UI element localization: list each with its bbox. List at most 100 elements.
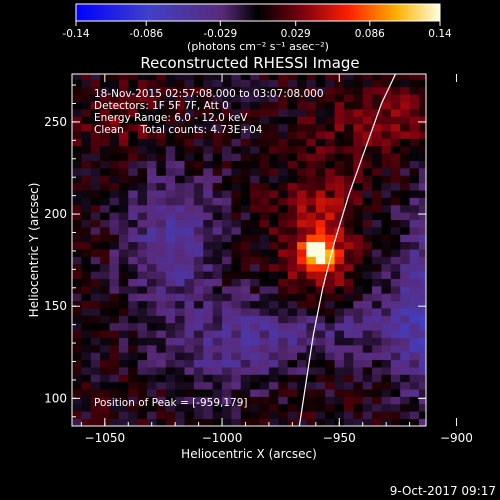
heatmap-cell <box>400 74 410 80</box>
heatmap-cell <box>268 418 279 426</box>
heatmap-cell <box>250 204 260 213</box>
heatmap-cell <box>81 101 92 110</box>
heatmap-cell <box>231 418 242 426</box>
heatmap-cell <box>278 403 289 412</box>
heatmap-cell <box>334 396 345 405</box>
heatmap-cell <box>372 116 382 125</box>
heatmap-cell <box>175 285 185 294</box>
heatmap-cell <box>259 123 270 132</box>
heatmap-cell <box>278 94 289 103</box>
heatmap-cell <box>193 109 204 117</box>
heatmap-cell <box>259 109 270 117</box>
heatmap-cell <box>250 131 260 139</box>
heatmap-cell <box>325 271 335 279</box>
heatmap-cell <box>334 256 345 265</box>
heatmap-cell <box>193 145 204 154</box>
heatmap-cell <box>400 249 410 257</box>
heatmap-cell <box>250 271 260 279</box>
heatmap-cell <box>165 116 176 125</box>
heatmap-cell <box>315 344 326 353</box>
heatmap-cell <box>362 212 373 220</box>
heatmap-cell <box>334 190 345 198</box>
heatmap-cell <box>184 249 195 257</box>
heatmap-cell <box>231 116 242 125</box>
heatmap-cell <box>118 411 129 420</box>
heatmap-cell <box>390 337 401 346</box>
heatmap-cell <box>156 241 167 250</box>
heatmap-cell <box>400 374 410 383</box>
heatmap-cell <box>250 337 260 346</box>
heatmap-cell <box>203 101 214 110</box>
heatmap-cell <box>297 411 307 420</box>
heatmap-cell <box>212 116 223 125</box>
heatmap-cell <box>240 94 251 103</box>
heatmap-cell <box>137 396 148 405</box>
heatmap-cell <box>203 359 214 368</box>
heatmap-cell <box>193 367 204 375</box>
heatmap-cell <box>222 123 232 132</box>
heatmap-cell <box>147 182 157 191</box>
heatmap-cell <box>390 293 401 302</box>
heatmap-cell <box>418 226 426 235</box>
heatmap-cell <box>362 153 373 162</box>
heatmap-cell <box>184 300 195 309</box>
heatmap-cell <box>278 293 289 302</box>
heatmap-cell <box>81 86 92 95</box>
heatmap-cell <box>109 145 120 154</box>
heatmap-cell <box>90 241 101 250</box>
heatmap-cell <box>306 367 317 375</box>
heatmap-cell <box>128 79 139 88</box>
heatmap-cell <box>343 219 354 228</box>
heatmap-cell <box>118 131 129 139</box>
heatmap-cell <box>325 403 335 412</box>
heatmap-cell <box>81 79 92 88</box>
heatmap-cell <box>250 145 260 154</box>
heatmap-cell <box>325 300 335 309</box>
heatmap-cell <box>325 330 335 338</box>
heatmap-cell <box>156 249 167 257</box>
heatmap-cell <box>400 256 410 265</box>
heatmap-cell <box>72 359 82 368</box>
heatmap-cell <box>315 167 326 176</box>
heatmap-cell <box>315 285 326 294</box>
heatmap-cell <box>128 160 139 169</box>
heatmap-cell <box>156 293 167 302</box>
heatmap-cell <box>362 271 373 279</box>
heatmap-cell <box>325 79 335 88</box>
heatmap-cell <box>212 234 223 243</box>
heatmap-cell <box>128 109 139 117</box>
heatmap-cell <box>390 167 401 176</box>
heatmap-cell <box>259 352 270 361</box>
heatmap-cell <box>203 389 214 397</box>
heatmap-cell <box>418 160 426 169</box>
info-detectors: Detectors: 1F 5F 7F, Att 0 <box>94 100 229 112</box>
heatmap-cell <box>175 234 185 243</box>
heatmap-cell <box>109 212 120 220</box>
heatmap-cell <box>184 367 195 375</box>
heatmap-cell <box>297 204 307 213</box>
heatmap-cell <box>297 271 307 279</box>
heatmap-cell <box>362 403 373 412</box>
heatmap-cell <box>306 190 317 198</box>
heatmap-cell <box>268 241 279 250</box>
heatmap-cell <box>175 109 185 117</box>
heatmap-cell <box>372 403 382 412</box>
heatmap-cell <box>306 271 317 279</box>
heatmap-cell <box>409 190 420 198</box>
heatmap-cell <box>118 352 129 361</box>
heatmap-cell <box>147 123 157 132</box>
y-tick-label: 150 <box>44 299 67 313</box>
heatmap-cell <box>109 197 120 206</box>
heatmap-cell <box>109 160 120 169</box>
heatmap-cell <box>400 79 410 88</box>
heatmap-cell <box>278 175 289 184</box>
heatmap-cell <box>147 109 157 117</box>
heatmap-cell <box>278 322 289 331</box>
heatmap-cell <box>193 153 204 162</box>
heatmap-cell <box>90 219 101 228</box>
heatmap-cell <box>231 101 242 110</box>
heatmap-cell <box>128 249 139 257</box>
heatmap-cell <box>418 285 426 294</box>
heatmap-cell <box>156 271 167 279</box>
heatmap-cell <box>297 330 307 338</box>
